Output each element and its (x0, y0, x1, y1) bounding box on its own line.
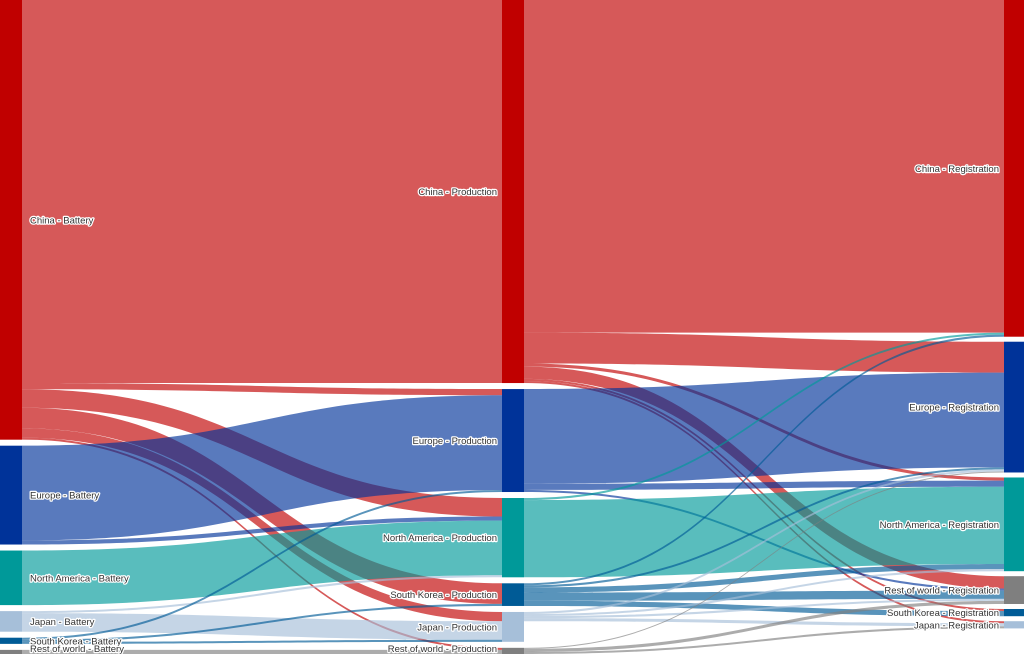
label-china-production: China - Production (418, 187, 497, 198)
label-japan-production: Japan - Production (417, 622, 497, 633)
node-japan-registration[interactable] (1004, 621, 1024, 629)
link-b-na-to-p-na[interactable] (22, 520, 502, 606)
link-p-europe-to-r-na[interactable] (524, 480, 1004, 490)
link-p-korea-to-r-europe[interactable] (524, 467, 1004, 588)
label-north-america-registration: North America - Registration (880, 520, 999, 531)
link-p-korea-to-r-na[interactable] (524, 563, 1004, 593)
node-north-america-registration[interactable] (1004, 477, 1024, 572)
label-europe-battery: Europe - Battery (30, 491, 99, 502)
link-b-china-to-p-japan[interactable] (22, 428, 502, 622)
link-p-japan-to-r-europe[interactable] (524, 469, 1004, 615)
link-p-japan-to-r-row[interactable] (524, 598, 1004, 619)
node-rest-of-world-registration[interactable] (1004, 576, 1024, 604)
links-layer (22, 0, 1004, 654)
node-south-korea-registration[interactable] (1004, 608, 1024, 617)
link-b-korea-to-p-japan[interactable] (22, 639, 502, 644)
link-b-japan-to-p-na[interactable] (22, 575, 502, 614)
node-europe-production[interactable] (502, 389, 524, 493)
link-b-europe-to-p-na[interactable] (22, 516, 502, 545)
link-b-china-to-p-europe[interactable] (22, 383, 502, 396)
label-north-america-production: North America - Production (383, 533, 497, 544)
link-p-na-to-r-na[interactable] (524, 486, 1004, 578)
link-b-korea-to-p-korea[interactable] (22, 603, 502, 642)
label-south-korea-production: South Korea - Production (390, 590, 497, 601)
link-p-china-to-r-china[interactable] (524, 0, 1004, 333)
node-china-battery[interactable] (0, 0, 22, 440)
label-japan-battery: Japan - Battery (30, 617, 95, 628)
label-japan-registration: Japan - Registration (914, 620, 999, 631)
link-p-row-to-r-row[interactable] (524, 600, 1004, 652)
node-europe-registration[interactable] (1004, 341, 1024, 473)
link-b-japan-to-p-japan[interactable] (22, 613, 502, 640)
node-south-korea-battery[interactable] (0, 637, 22, 644)
label-rest-of-world-battery: Rest of world - Battery (30, 644, 124, 654)
label-china-battery: China - Battery (30, 215, 94, 226)
link-p-row-to-r-japan[interactable] (524, 626, 1004, 654)
label-europe-registration: Europe - Registration (909, 403, 999, 414)
link-p-europe-to-r-europe[interactable] (524, 372, 1004, 484)
node-north-america-production[interactable] (502, 498, 524, 578)
link-p-japan-to-r-na[interactable] (524, 569, 1004, 617)
node-china-production[interactable] (502, 0, 524, 384)
node-japan-production[interactable] (502, 611, 524, 642)
node-rest-of-world-production[interactable] (502, 647, 524, 654)
link-b-europe-to-p-europe[interactable] (22, 395, 502, 541)
node-china-registration[interactable] (1004, 0, 1024, 337)
node-europe-battery[interactable] (0, 445, 22, 545)
node-rest-of-world-battery[interactable] (0, 649, 22, 654)
link-p-china-to-r-row[interactable] (524, 366, 1004, 589)
label-south-korea-registration: South Korea - Registration (887, 608, 999, 619)
link-b-china-to-p-china[interactable] (22, 0, 502, 384)
link-p-japan-to-r-japan[interactable] (524, 618, 1004, 627)
label-rest-of-world-registration: Rest of world - Registration (884, 586, 999, 597)
link-p-row-to-r-europe[interactable] (524, 471, 1004, 649)
link-b-korea-to-p-europe[interactable] (22, 489, 502, 640)
label-south-korea-battery: South Korea - Battery (30, 636, 122, 647)
link-b-row-to-p-row[interactable] (22, 649, 502, 654)
label-north-america-battery: North America - Battery (30, 573, 129, 584)
label-china-registration: China - Registration (915, 164, 999, 175)
node-north-america-battery[interactable] (0, 550, 22, 606)
node-south-korea-production[interactable] (502, 583, 524, 606)
label-rest-of-world-production: Rest of world - Production (388, 644, 497, 654)
labels-layer: China - Battery Europe - Battery North Ame… (29, 163, 1001, 654)
link-p-na-to-r-china[interactable] (524, 332, 1004, 501)
label-europe-production: Europe - Production (413, 436, 498, 447)
link-p-korea-to-r-china[interactable] (524, 334, 1004, 586)
node-japan-battery[interactable] (0, 611, 22, 632)
